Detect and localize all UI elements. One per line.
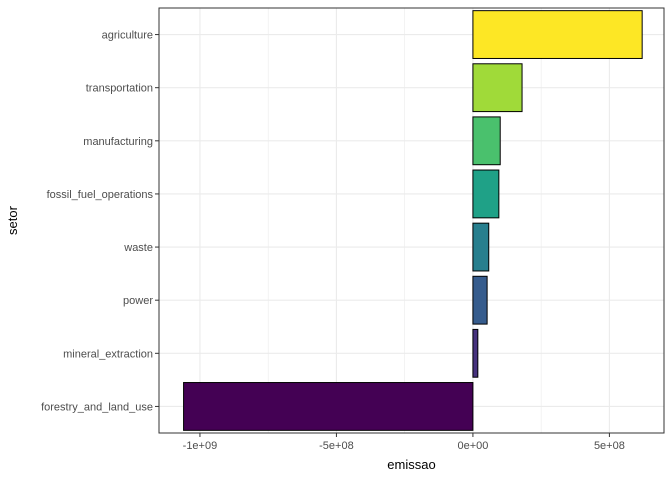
- bar-transportation: [472, 63, 523, 113]
- y-axis-title: setor: [5, 205, 20, 235]
- bar-forestry-and-land-use: [183, 382, 474, 431]
- bar-agriculture: [472, 10, 643, 59]
- bars: [183, 10, 643, 431]
- x-tick-label: 0e+00: [457, 440, 488, 452]
- bar-waste: [472, 222, 490, 272]
- panel-background: [159, 8, 664, 433]
- x-tick-label: -5e+08: [319, 440, 354, 452]
- x-tick-labels: -1e+09 -5e+08 0e+00 5e+08: [183, 433, 625, 452]
- y-tick-label: mineral_extraction: [63, 348, 153, 360]
- y-tick-label: forestry_and_land_use: [41, 401, 153, 413]
- bar-mineral-extraction: [472, 328, 479, 378]
- x-tick-label: 5e+08: [594, 440, 625, 452]
- y-tick-label: fossil_fuel_operations: [47, 189, 154, 201]
- x-tick-label: -1e+09: [183, 440, 218, 452]
- bar-manufacturing: [472, 116, 501, 166]
- bar-fossil-fuel-operations: [472, 169, 500, 219]
- y-tick-label: transportation: [86, 83, 153, 95]
- y-tick-label: waste: [123, 242, 153, 254]
- y-tick-labels: agriculture transportation manufacturing fo…: [41, 30, 159, 413]
- bar-power: [472, 275, 488, 325]
- y-tick-label: power: [123, 295, 153, 307]
- y-tick-label: agriculture: [102, 30, 153, 42]
- x-axis-title: emissao: [387, 457, 435, 472]
- grid: [159, 8, 664, 433]
- panel-border: [158, 7, 665, 434]
- y-tick-label: manufacturing: [83, 136, 153, 148]
